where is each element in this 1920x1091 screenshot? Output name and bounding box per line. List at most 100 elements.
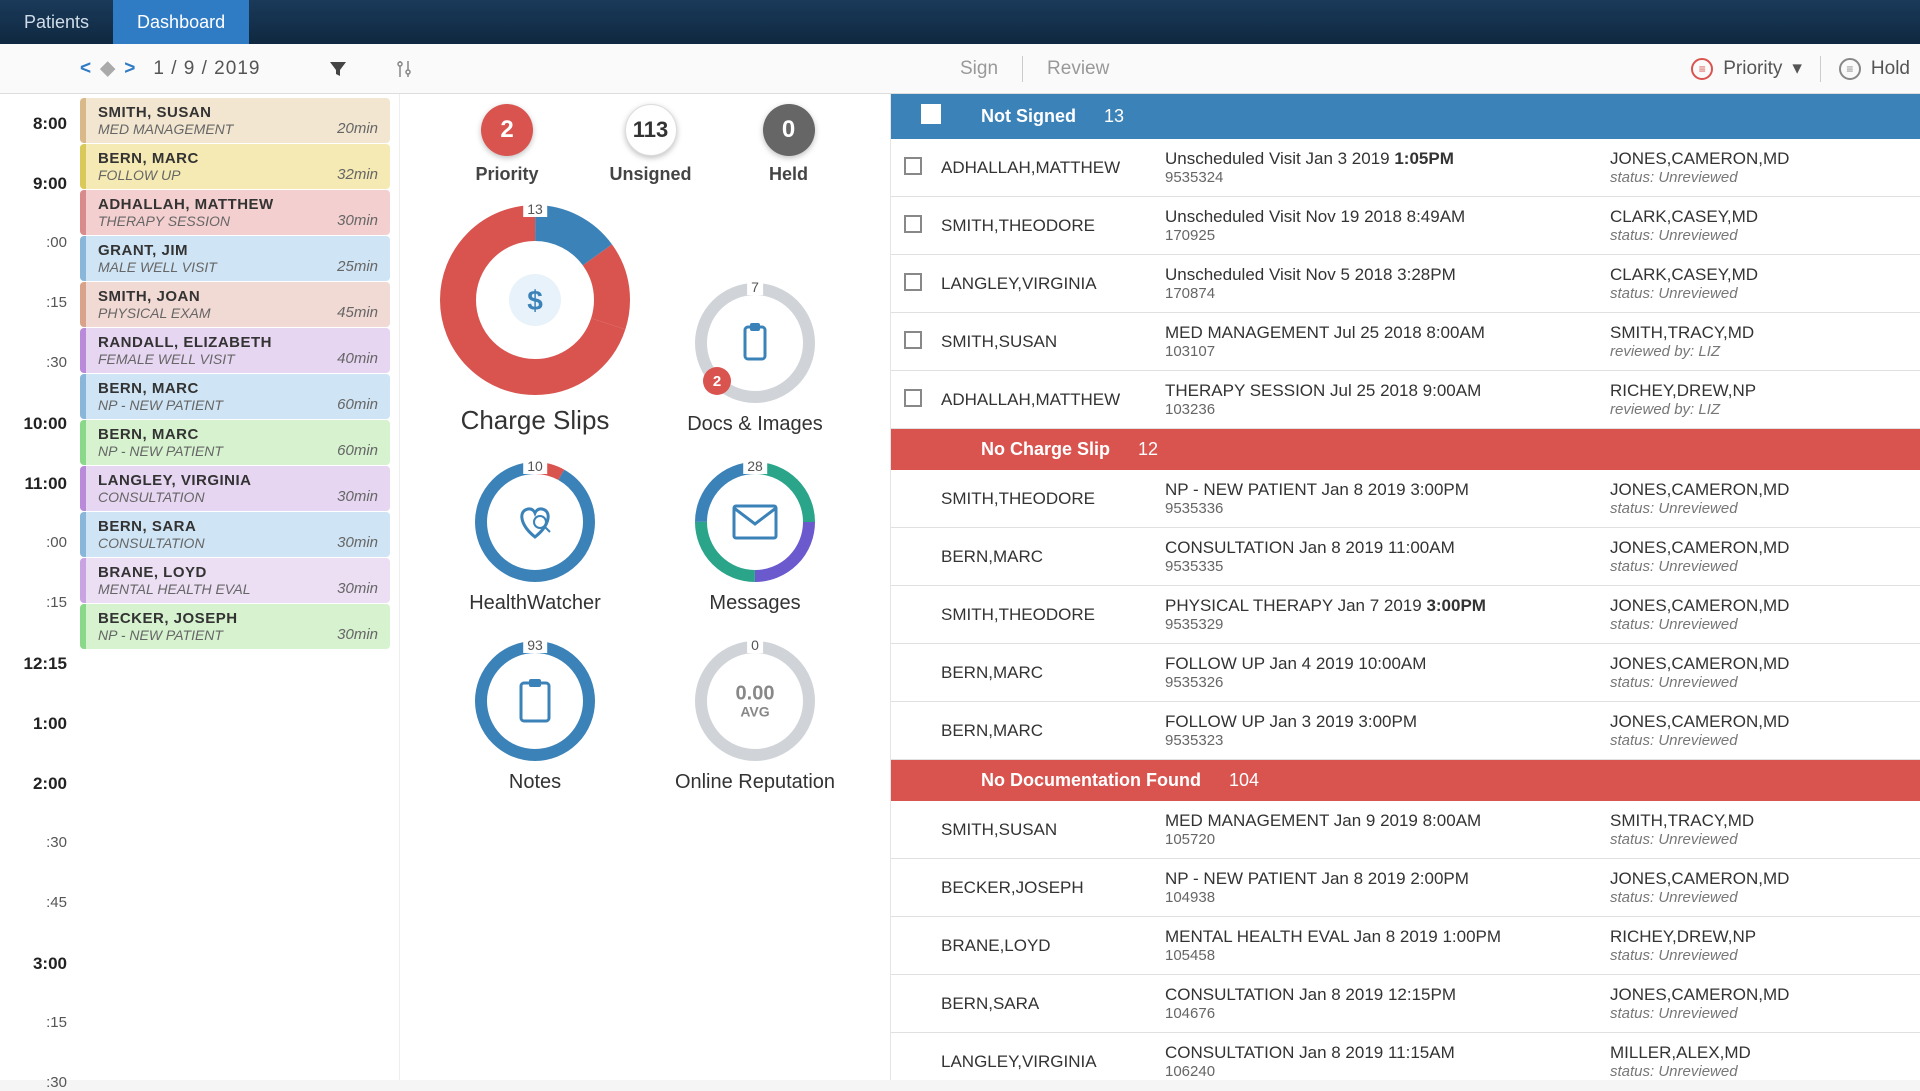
row-status: status: Unreviewed bbox=[1610, 558, 1906, 575]
row-patient: BERN,MARC bbox=[935, 721, 1165, 741]
appointment-card[interactable]: BERN, SARACONSULTATION30min bbox=[80, 512, 390, 557]
row-visit: CONSULTATION Jan 8 2019 11:00AM bbox=[1165, 538, 1610, 558]
widget-docs-images[interactable]: 72Docs & Images bbox=[650, 283, 860, 436]
appointment-card[interactable]: SMITH, JOANPHYSICAL EXAM45min bbox=[80, 282, 390, 327]
section-header[interactable]: No Documentation Found104 bbox=[891, 760, 1920, 801]
row-status: status: Unreviewed bbox=[1610, 889, 1906, 906]
appointment-card[interactable]: BERN, MARCNP - NEW PATIENT60min bbox=[80, 420, 390, 465]
row-visit: Unscheduled Visit Jan 3 2019 1:05PM bbox=[1165, 149, 1610, 169]
row-visit: CONSULTATION Jan 8 2019 12:15PM bbox=[1165, 985, 1610, 1005]
row-checkbox[interactable] bbox=[904, 389, 922, 407]
section-header[interactable]: Not Signed13 bbox=[891, 94, 1920, 139]
appointment-duration: 40min bbox=[337, 350, 378, 367]
summary-held[interactable]: 0Held bbox=[763, 104, 815, 185]
time-label: 9:00 bbox=[33, 174, 67, 194]
widget-notes[interactable]: 93Notes bbox=[430, 641, 640, 794]
row-provider: JONES,CAMERON,MD bbox=[1610, 149, 1906, 169]
row-visit: FOLLOW UP Jan 4 2019 10:00AM bbox=[1165, 654, 1610, 674]
widget-health-watcher[interactable]: 10HealthWatcher bbox=[430, 462, 640, 615]
list-row[interactable]: SMITH,THEODOREUnscheduled Visit Nov 19 2… bbox=[891, 197, 1920, 255]
worklist-panel: Not Signed13ADHALLAH,MATTHEWUnscheduled … bbox=[890, 94, 1920, 1080]
date-nav-arrows[interactable]: < ◆ > bbox=[80, 57, 137, 80]
summary-unsigned[interactable]: 113Unsigned bbox=[610, 104, 692, 185]
summary-priority[interactable]: 2Priority bbox=[475, 104, 538, 185]
appointment-patient: BERN, SARA bbox=[98, 518, 378, 535]
row-status: status: Unreviewed bbox=[1610, 616, 1906, 633]
appointment-patient: BECKER, JOSEPH bbox=[98, 610, 378, 627]
row-provider: SMITH,TRACY,MD bbox=[1610, 323, 1906, 343]
widget-label: Charge Slips bbox=[430, 405, 640, 436]
section-header[interactable]: No Charge Slip12 bbox=[891, 429, 1920, 470]
row-id: 105458 bbox=[1165, 947, 1610, 964]
row-checkbox[interactable] bbox=[904, 157, 922, 175]
list-row[interactable]: SMITH,THEODOREPHYSICAL THERAPY Jan 7 201… bbox=[891, 586, 1920, 644]
widget-online-reputation[interactable]: 00.00AVGOnline Reputation bbox=[650, 641, 860, 794]
row-status: status: Unreviewed bbox=[1610, 169, 1906, 186]
priority-filter[interactable]: ≡ Priority ▾ bbox=[1691, 57, 1802, 80]
time-label: :15 bbox=[46, 1014, 67, 1031]
summary-label: Held bbox=[763, 164, 815, 185]
tab-dashboard[interactable]: Dashboard bbox=[113, 0, 249, 44]
list-row[interactable]: LANGLEY,VIRGINIAUnscheduled Visit Nov 5 … bbox=[891, 255, 1920, 313]
list-row[interactable]: BECKER,JOSEPHNP - NEW PATIENT Jan 8 2019… bbox=[891, 859, 1920, 917]
widget-messages[interactable]: 28Messages bbox=[650, 462, 860, 615]
clipboard-icon bbox=[515, 677, 555, 725]
list-row[interactable]: LANGLEY,VIRGINIACONSULTATION Jan 8 2019 … bbox=[891, 1033, 1920, 1080]
row-visit: PHYSICAL THERAPY Jan 7 2019 3:00PM bbox=[1165, 596, 1610, 616]
list-row[interactable]: BERN,MARCFOLLOW UP Jan 4 2019 10:00AM953… bbox=[891, 644, 1920, 702]
section-count: 13 bbox=[1104, 106, 1124, 127]
list-row[interactable]: ADHALLAH,MATTHEWTHERAPY SESSION Jul 25 2… bbox=[891, 371, 1920, 429]
row-id: 170925 bbox=[1165, 227, 1610, 244]
time-label: 10:00 bbox=[24, 414, 67, 434]
hold-filter[interactable]: ≡ Hold bbox=[1839, 58, 1910, 80]
widget-value: 0.00AVG bbox=[736, 682, 775, 719]
appointment-card[interactable]: BECKER, JOSEPHNP - NEW PATIENT30min bbox=[80, 604, 390, 649]
list-row[interactable]: BERN,MARCFOLLOW UP Jan 3 2019 3:00PM9535… bbox=[891, 702, 1920, 760]
row-status: status: Unreviewed bbox=[1610, 500, 1906, 517]
widget-label: Online Reputation bbox=[650, 771, 860, 794]
widget-charge-slips[interactable]: 13$Charge Slips bbox=[430, 205, 640, 436]
row-provider: CLARK,CASEY,MD bbox=[1610, 207, 1906, 227]
row-id: 104676 bbox=[1165, 1005, 1610, 1022]
select-all-checkbox[interactable] bbox=[921, 104, 941, 124]
sign-action[interactable]: Sign bbox=[960, 58, 998, 80]
appointment-type: THERAPY SESSION bbox=[98, 213, 378, 229]
review-action[interactable]: Review bbox=[1047, 58, 1109, 80]
appointment-card[interactable]: LANGLEY, VIRGINIACONSULTATION30min bbox=[80, 466, 390, 511]
appointment-card[interactable]: BRANE, LOYDMENTAL HEALTH EVAL30min bbox=[80, 558, 390, 603]
list-row[interactable]: SMITH,SUSANMED MANAGEMENT Jul 25 2018 8:… bbox=[891, 313, 1920, 371]
list-row[interactable]: SMITH,SUSANMED MANAGEMENT Jan 9 2019 8:0… bbox=[891, 801, 1920, 859]
hold-label: Hold bbox=[1871, 58, 1910, 80]
list-row[interactable]: BERN,MARCCONSULTATION Jan 8 2019 11:00AM… bbox=[891, 528, 1920, 586]
row-patient: SMITH,THEODORE bbox=[935, 489, 1165, 509]
row-status: status: Unreviewed bbox=[1610, 831, 1906, 848]
section-title: No Documentation Found bbox=[981, 770, 1201, 791]
appointment-card[interactable]: BERN, MARCNP - NEW PATIENT60min bbox=[80, 374, 390, 419]
sliders-icon[interactable] bbox=[396, 59, 414, 79]
widget-count: 10 bbox=[523, 458, 547, 474]
appointment-card[interactable]: BERN, MARCFOLLOW UP32min bbox=[80, 144, 390, 189]
list-row[interactable]: SMITH,THEODORENP - NEW PATIENT Jan 8 201… bbox=[891, 470, 1920, 528]
list-row[interactable]: BERN,SARACONSULTATION Jan 8 2019 12:15PM… bbox=[891, 975, 1920, 1033]
list-row[interactable]: BRANE,LOYDMENTAL HEALTH EVAL Jan 8 2019 … bbox=[891, 917, 1920, 975]
filter-icon[interactable] bbox=[328, 59, 348, 79]
appointment-duration: 30min bbox=[337, 534, 378, 551]
current-date[interactable]: 1 / 9 / 2019 bbox=[153, 58, 260, 80]
tab-patients[interactable]: Patients bbox=[0, 0, 113, 44]
time-label: 1:00 bbox=[33, 714, 67, 734]
row-checkbox[interactable] bbox=[904, 331, 922, 349]
row-id: 9535324 bbox=[1165, 169, 1610, 186]
dollar-icon: $ bbox=[505, 270, 565, 330]
appointment-card[interactable]: ADHALLAH, MATTHEWTHERAPY SESSION30min bbox=[80, 190, 390, 235]
list-row[interactable]: ADHALLAH,MATTHEWUnscheduled Visit Jan 3 … bbox=[891, 139, 1920, 197]
row-provider: MILLER,ALEX,MD bbox=[1610, 1043, 1906, 1063]
appointment-card[interactable]: SMITH, SUSANMED MANAGEMENT20min bbox=[80, 98, 390, 143]
time-label: :45 bbox=[46, 894, 67, 911]
appointment-card[interactable]: RANDALL, ELIZABETHFEMALE WELL VISIT40min bbox=[80, 328, 390, 373]
section-count: 12 bbox=[1138, 439, 1158, 460]
appointment-duration: 25min bbox=[337, 258, 378, 275]
appointment-card[interactable]: GRANT, JIMMALE WELL VISIT25min bbox=[80, 236, 390, 281]
row-checkbox[interactable] bbox=[904, 215, 922, 233]
row-checkbox[interactable] bbox=[904, 273, 922, 291]
row-provider: JONES,CAMERON,MD bbox=[1610, 480, 1906, 500]
